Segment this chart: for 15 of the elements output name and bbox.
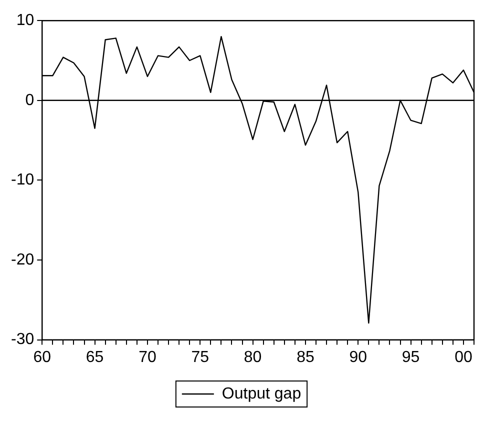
legend-label: Output gap bbox=[222, 385, 302, 402]
x-tick-label: 75 bbox=[191, 348, 210, 366]
y-tick-label: -30 bbox=[11, 331, 34, 348]
y-tick-label: 10 bbox=[16, 12, 34, 30]
x-tick-label: 90 bbox=[349, 348, 368, 366]
y-tick-label: -10 bbox=[11, 172, 34, 189]
y-tick-label: -20 bbox=[11, 251, 34, 268]
x-tick-label: 85 bbox=[296, 348, 314, 366]
x-tick-label: 60 bbox=[33, 348, 52, 366]
x-tick-label: 00 bbox=[454, 348, 472, 366]
y-tick-label: 0 bbox=[25, 92, 34, 109]
x-tick-label: 80 bbox=[244, 348, 262, 366]
x-tick-label: 95 bbox=[402, 348, 420, 366]
x-tick-label: 70 bbox=[138, 348, 156, 366]
x-tick-label: 65 bbox=[86, 348, 104, 366]
